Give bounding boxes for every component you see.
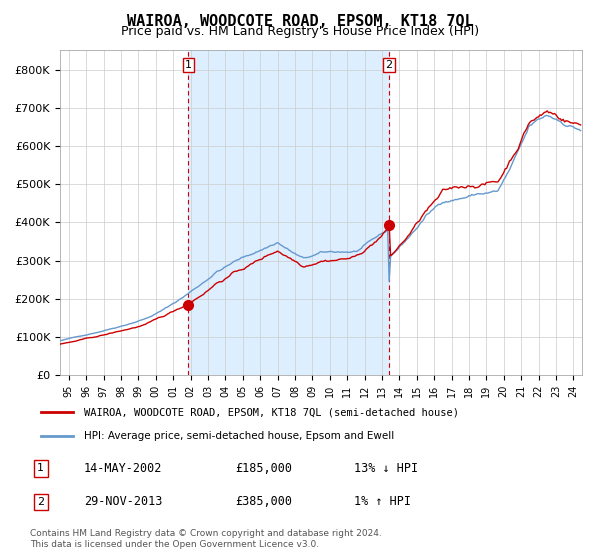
Text: HPI: Average price, semi-detached house, Epsom and Ewell: HPI: Average price, semi-detached house,… <box>84 431 394 441</box>
Text: 1% ↑ HPI: 1% ↑ HPI <box>354 496 411 508</box>
Text: 13% ↓ HPI: 13% ↓ HPI <box>354 462 418 475</box>
Text: 14-MAY-2002: 14-MAY-2002 <box>84 462 163 475</box>
Text: WAIROA, WOODCOTE ROAD, EPSOM, KT18 7QL (semi-detached house): WAIROA, WOODCOTE ROAD, EPSOM, KT18 7QL (… <box>84 408 459 418</box>
Text: 1: 1 <box>185 60 192 70</box>
Bar <box>188 50 389 375</box>
Text: 29-NOV-2013: 29-NOV-2013 <box>84 496 163 508</box>
Text: £185,000: £185,000 <box>235 462 292 475</box>
Text: 2: 2 <box>385 60 392 70</box>
Text: Price paid vs. HM Land Registry's House Price Index (HPI): Price paid vs. HM Land Registry's House … <box>121 25 479 38</box>
Text: Contains HM Land Registry data © Crown copyright and database right 2024.
This d: Contains HM Land Registry data © Crown c… <box>30 529 382 549</box>
Text: 2: 2 <box>37 497 44 507</box>
Text: £385,000: £385,000 <box>235 496 292 508</box>
Text: WAIROA, WOODCOTE ROAD, EPSOM, KT18 7QL: WAIROA, WOODCOTE ROAD, EPSOM, KT18 7QL <box>127 14 473 29</box>
Text: 1: 1 <box>37 463 44 473</box>
